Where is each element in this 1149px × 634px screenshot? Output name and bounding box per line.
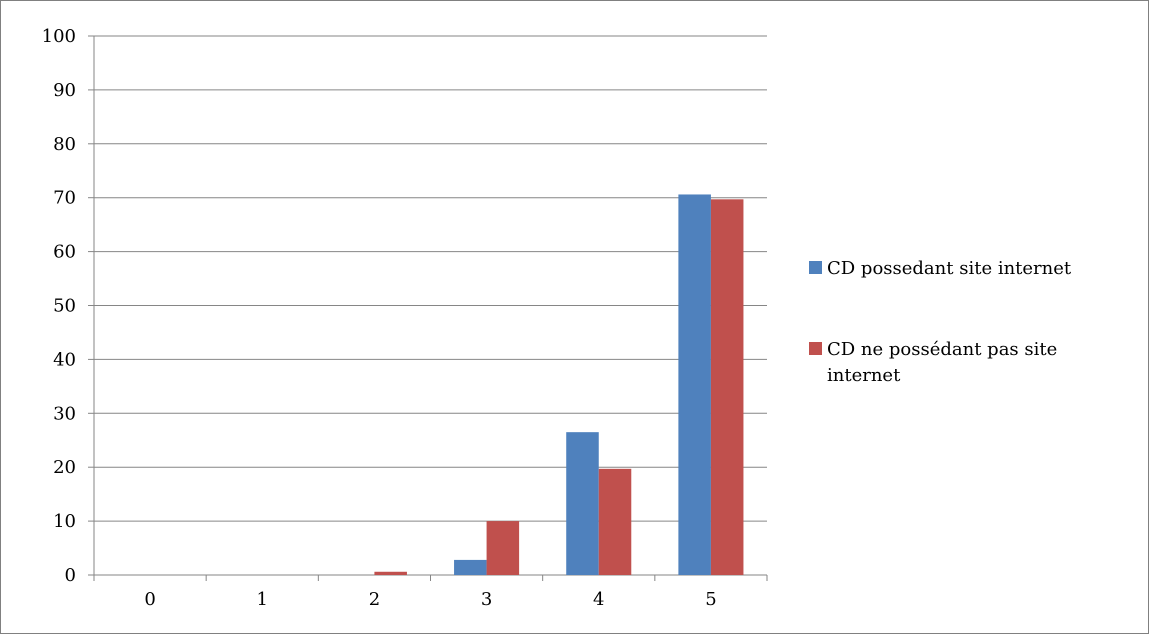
- x-tick-label: 1: [257, 589, 268, 610]
- bar-series-2-cat-3: [486, 521, 520, 575]
- x-tick-label: 4: [593, 589, 604, 610]
- y-tick-label: 0: [65, 565, 76, 586]
- legend-swatch-series-1: [809, 261, 822, 274]
- y-tick-label: 20: [53, 457, 76, 478]
- bar-series-1-cat-5: [678, 194, 711, 575]
- legend-label-series-2: CD ne possédant pas site internet: [827, 339, 1057, 386]
- axes: [88, 35, 768, 581]
- y-tick-label: 60: [53, 242, 76, 263]
- bar-series-2-cat-5: [710, 199, 744, 575]
- y-tick-label: 80: [53, 134, 76, 155]
- x-axis-tick-labels: 0 1 2 3 4 5: [144, 589, 716, 610]
- x-tick-label: 0: [144, 589, 155, 610]
- y-tick-label: 100: [42, 26, 76, 47]
- y-tick-label: 10: [53, 511, 76, 532]
- gridlines: [94, 35, 767, 522]
- bars: [374, 194, 744, 575]
- y-tick-label: 50: [53, 296, 76, 317]
- x-tick-label: 5: [705, 589, 716, 610]
- legend: CD possedant site internet CD ne posséda…: [809, 258, 1072, 386]
- x-tick-label: 3: [481, 589, 492, 610]
- bar-series-2-cat-4: [598, 468, 632, 575]
- bar-series-1-cat-3: [454, 559, 487, 575]
- bar-series-1-cat-4: [566, 432, 599, 575]
- y-tick-label: 40: [53, 349, 76, 370]
- x-tick-label: 2: [369, 589, 380, 610]
- y-tick-label: 70: [53, 188, 76, 209]
- bar-series-2-cat-2: [374, 571, 407, 575]
- y-tick-label: 30: [53, 403, 76, 424]
- legend-swatch-series-2: [809, 342, 822, 355]
- y-tick-label: 90: [53, 80, 76, 101]
- y-axis-tick-labels: 0 10 20 30 40 50 60 70 80 90 100: [42, 26, 76, 586]
- legend-label-series-1: CD possedant site internet: [827, 258, 1072, 279]
